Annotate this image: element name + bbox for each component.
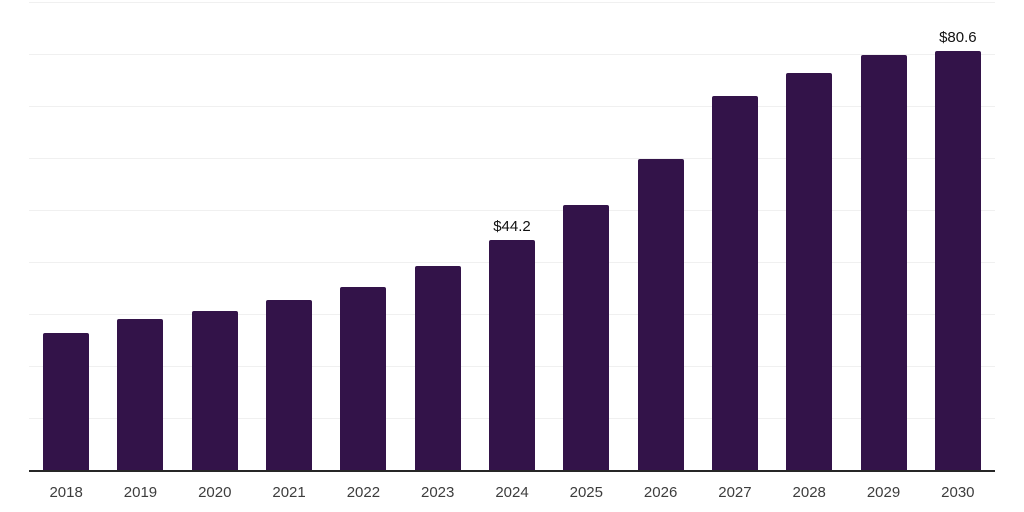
x-tick-label-2020: 2020 xyxy=(198,484,232,501)
gridline xyxy=(29,158,995,159)
bar-value-label-2030: $80.6 xyxy=(939,28,977,46)
x-tick-label-2023: 2023 xyxy=(421,484,455,501)
bar-2030 xyxy=(934,50,981,470)
bar-2026 xyxy=(637,159,684,470)
plot-area: $44.2 $80.6 xyxy=(29,2,995,472)
x-tick-label-2025: 2025 xyxy=(569,484,603,501)
x-tick-label-2029: 2029 xyxy=(866,484,901,501)
bar-2029 xyxy=(860,55,907,470)
x-tick-label-2024: 2024 xyxy=(495,484,529,501)
bar-value-label-2024: $44.2 xyxy=(493,218,531,236)
bar-2023 xyxy=(414,265,461,470)
x-axis-line xyxy=(29,470,995,472)
bar-2018 xyxy=(43,332,90,470)
bar-2025 xyxy=(563,205,610,470)
bar-2024 xyxy=(489,240,535,470)
x-tick-label-2021: 2021 xyxy=(272,484,306,501)
gridline xyxy=(29,210,995,211)
gridline xyxy=(29,106,995,107)
gridline xyxy=(29,2,995,3)
gridline xyxy=(29,54,995,55)
bar-2028 xyxy=(786,72,833,470)
bar-2022 xyxy=(340,286,387,470)
x-tick-label-2030: 2030 xyxy=(941,484,975,501)
bar-2020 xyxy=(191,311,238,470)
x-tick-label-2028: 2028 xyxy=(792,484,826,501)
x-tick-label-2022: 2022 xyxy=(346,484,381,501)
x-tick-label-2019: 2019 xyxy=(123,484,158,501)
bar-2021 xyxy=(266,300,313,470)
x-tick-label-2018: 2018 xyxy=(49,484,83,501)
bar-2027 xyxy=(711,95,758,470)
bar-2019 xyxy=(117,318,164,470)
x-tick-label-2026: 2026 xyxy=(643,484,678,501)
x-tick-label-2027: 2027 xyxy=(718,484,752,501)
